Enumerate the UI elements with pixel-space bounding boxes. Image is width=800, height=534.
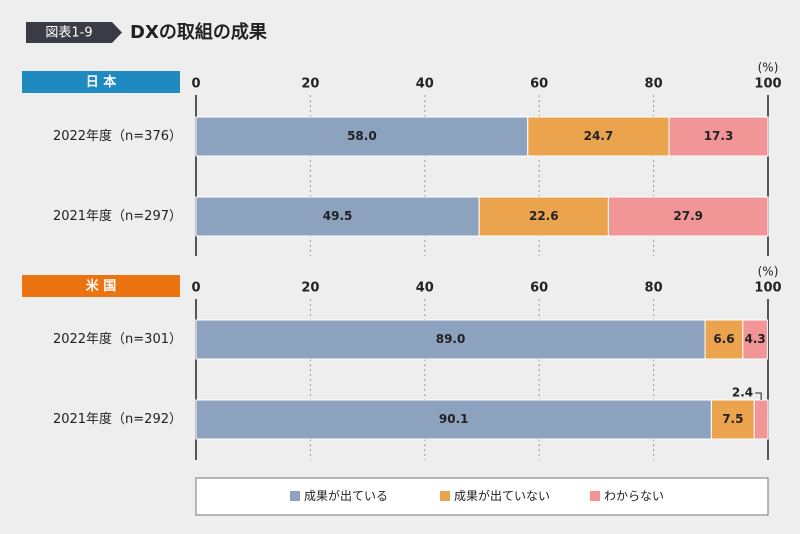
value-label: 4.3 — [744, 332, 765, 346]
x-tick-label: 20 — [301, 281, 319, 296]
panel-label-box — [22, 275, 180, 297]
value-label: 24.7 — [584, 129, 614, 143]
value-label: 89.0 — [436, 332, 466, 346]
value-label: 49.5 — [323, 209, 353, 223]
category-label: 2022年度（n=301） — [53, 331, 182, 347]
figure-label: 図表1-9 — [45, 26, 92, 41]
x-tick-label: 80 — [645, 281, 663, 296]
category-label: 2021年度（n=297） — [53, 208, 182, 224]
bar-segment — [195, 196, 480, 237]
panel-label: 米 国 — [86, 278, 117, 294]
legend-label: 成果が出ている — [304, 488, 388, 503]
x-tick-label: 20 — [301, 77, 319, 92]
bar-segment — [710, 399, 755, 440]
legend-label: わからない — [604, 489, 664, 503]
value-label-leader — [755, 392, 762, 400]
value-label: 27.9 — [673, 209, 703, 223]
bar-segment — [195, 319, 706, 360]
x-tick-label: 80 — [645, 77, 663, 92]
x-tick-label: 60 — [530, 77, 548, 92]
x-tick-label: 0 — [191, 281, 200, 296]
x-tick-label: 100 — [754, 281, 781, 296]
value-label: 58.0 — [347, 129, 377, 143]
bar-segment — [607, 196, 769, 237]
unit-label: (%) — [758, 61, 779, 75]
chart-title: DXの取組の成果 — [130, 21, 268, 43]
category-label: 2022年度（n=376） — [53, 128, 182, 144]
x-tick-label: 40 — [416, 281, 434, 296]
figure-label-arrow — [112, 22, 122, 43]
value-label: 7.5 — [722, 412, 743, 426]
x-tick-label: 100 — [754, 77, 781, 92]
bar-segment — [478, 196, 609, 237]
x-tick-label: 60 — [530, 281, 548, 296]
bar-segment — [527, 116, 670, 157]
bar-segment — [195, 399, 712, 440]
value-label: 90.1 — [439, 412, 469, 426]
panel-label-box — [22, 71, 180, 93]
bar-segment — [668, 116, 769, 157]
legend-swatch — [590, 491, 600, 501]
unit-label: (%) — [758, 265, 779, 279]
category-label: 2021年度（n=292） — [53, 411, 182, 427]
x-tick-label: 0 — [191, 77, 200, 92]
value-label: 22.6 — [529, 209, 559, 223]
value-label: 17.3 — [704, 129, 734, 143]
bar-segment — [753, 399, 769, 440]
legend-label: 成果が出ていない — [454, 488, 550, 503]
bar-segment — [742, 319, 768, 360]
value-label: 6.6 — [713, 332, 734, 346]
legend-swatch — [440, 491, 450, 501]
panel-label: 日 本 — [86, 74, 117, 90]
figure-label-box — [26, 22, 112, 43]
x-tick-label: 40 — [416, 77, 434, 92]
bar-segment — [704, 319, 744, 360]
legend: 成果が出ている 成果が出ていない わからない — [290, 488, 664, 503]
value-label: 2.4 — [732, 386, 753, 400]
legend-swatch — [290, 491, 300, 501]
bar-segment — [195, 116, 529, 157]
